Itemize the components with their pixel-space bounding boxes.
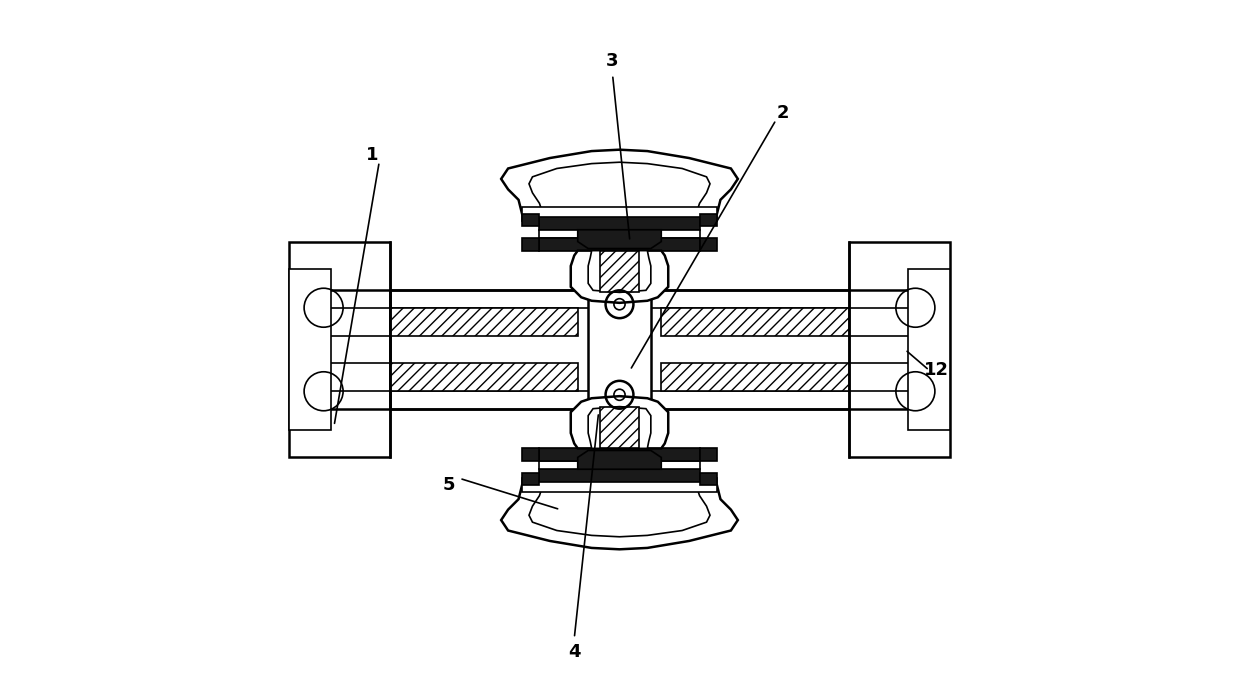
Polygon shape xyxy=(501,150,738,214)
Bar xyxy=(522,448,539,461)
Bar xyxy=(289,269,331,430)
Bar xyxy=(596,419,643,478)
Polygon shape xyxy=(589,251,650,292)
Bar xyxy=(700,473,717,485)
Bar xyxy=(662,363,849,391)
Polygon shape xyxy=(529,162,710,214)
Bar xyxy=(300,290,939,409)
Bar xyxy=(700,214,717,226)
Text: 2: 2 xyxy=(777,103,789,122)
Polygon shape xyxy=(589,407,650,448)
Bar xyxy=(539,230,700,238)
Bar xyxy=(589,224,600,290)
Bar xyxy=(700,448,717,461)
Polygon shape xyxy=(501,485,738,549)
Text: 3: 3 xyxy=(606,52,618,70)
Bar xyxy=(539,461,700,469)
Bar xyxy=(390,363,577,391)
Text: 4: 4 xyxy=(567,643,581,661)
Bar xyxy=(596,226,643,281)
Bar xyxy=(700,238,717,251)
Bar xyxy=(539,469,700,482)
Bar xyxy=(639,409,650,475)
Polygon shape xyxy=(577,230,662,249)
Bar xyxy=(522,214,539,226)
Bar xyxy=(639,224,650,290)
Bar xyxy=(600,407,639,448)
Bar xyxy=(589,290,650,409)
Bar xyxy=(849,242,950,457)
Bar xyxy=(600,251,639,292)
Bar xyxy=(539,217,700,230)
Bar xyxy=(522,207,717,221)
Text: 1: 1 xyxy=(366,145,379,164)
Polygon shape xyxy=(529,485,710,537)
Text: 5: 5 xyxy=(442,476,455,494)
Bar xyxy=(662,308,849,336)
Bar xyxy=(589,409,600,475)
Bar xyxy=(522,238,539,251)
Text: 12: 12 xyxy=(924,361,949,380)
Bar xyxy=(589,217,650,290)
Bar xyxy=(289,242,390,457)
Bar xyxy=(522,478,717,492)
Bar xyxy=(522,473,539,485)
Bar xyxy=(589,409,650,485)
Polygon shape xyxy=(571,396,668,448)
Bar xyxy=(539,448,700,461)
Bar xyxy=(539,238,700,251)
Polygon shape xyxy=(571,251,668,303)
Bar xyxy=(908,269,950,430)
Bar xyxy=(390,308,577,336)
Polygon shape xyxy=(577,450,662,469)
